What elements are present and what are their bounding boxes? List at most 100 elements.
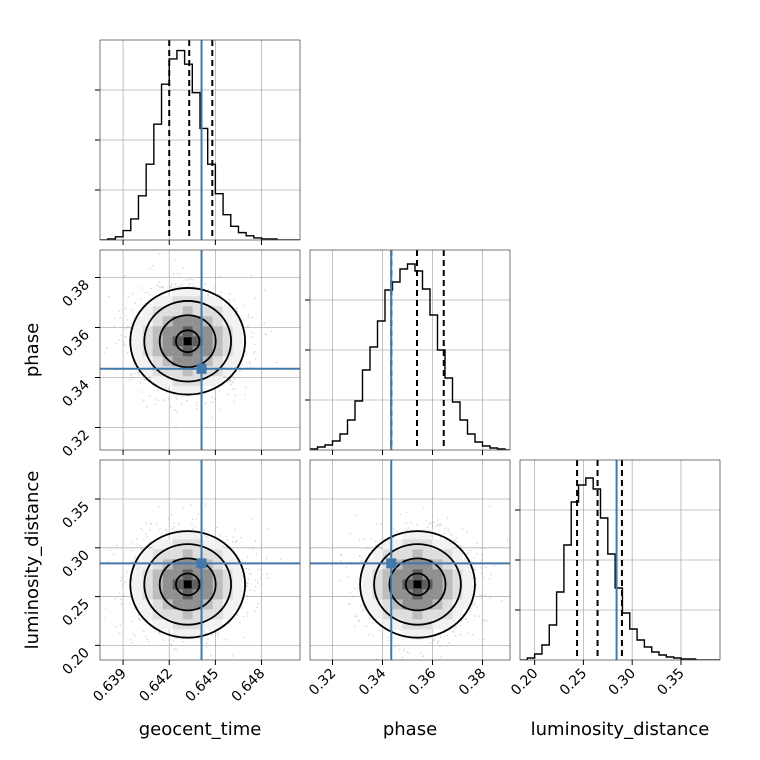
density-cell (212, 326, 223, 337)
density-cell (382, 579, 393, 590)
density-cell (152, 569, 163, 580)
density-cell (212, 619, 223, 630)
density-cell (192, 569, 203, 580)
density-cell (152, 336, 163, 347)
hist-step-phase (310, 263, 510, 450)
density-cell (202, 356, 213, 367)
density-cell (192, 609, 203, 620)
y-tick-label-luminosity_distance: 0.25 (59, 596, 92, 629)
density-cell (422, 579, 433, 590)
density-cell (172, 346, 183, 357)
density-cell (402, 609, 413, 620)
density-cell (222, 356, 233, 367)
joint-panel-phase-luminosity_distance (309, 459, 511, 665)
density-cell (162, 579, 173, 590)
density-cell (202, 306, 213, 317)
density-cell (452, 569, 463, 580)
density-cell (402, 579, 413, 590)
density-cell (432, 609, 443, 620)
density-cell (452, 589, 463, 600)
density-peak (183, 337, 192, 346)
density-cell (212, 346, 223, 357)
density-cell (172, 356, 183, 367)
density-cell (392, 589, 403, 600)
density-cell (412, 549, 423, 560)
density-cell (142, 366, 153, 377)
density-cell (222, 336, 233, 347)
density-cell (202, 619, 213, 630)
density-cell (222, 346, 233, 357)
density-cell (422, 629, 433, 640)
joint-content (310, 460, 510, 660)
density-cell (362, 579, 373, 590)
density-cell (192, 549, 203, 560)
density-cell (172, 579, 183, 590)
density-cell (362, 599, 373, 610)
density-cell (372, 589, 383, 600)
density-cell (162, 326, 173, 337)
density-cell (162, 569, 173, 580)
density-cell (422, 609, 433, 620)
density-cell (142, 549, 153, 560)
density-cell (202, 326, 213, 337)
density-cell (132, 346, 143, 357)
panel-frame (99, 39, 301, 241)
density-cell (222, 579, 233, 590)
density-cell (192, 346, 203, 357)
density-cell (392, 539, 403, 550)
y-tick-label-phase: 0.36 (59, 327, 92, 360)
density-cell (422, 549, 433, 560)
density-cell (362, 589, 373, 600)
density-cell (172, 569, 183, 580)
density-cell (172, 386, 183, 397)
density-cell (202, 579, 213, 590)
density-cell (172, 549, 183, 560)
density-cell (172, 286, 183, 297)
y-tick-label-phase: 0.32 (59, 427, 92, 460)
contour-level (175, 329, 201, 354)
density-cell (202, 366, 213, 377)
density-cell (432, 619, 443, 630)
density-cell (202, 376, 213, 387)
density-cell (442, 579, 453, 590)
panel-frame (519, 459, 721, 661)
contour-level (158, 314, 217, 369)
joint-panel-geocent_time-phase (95, 249, 301, 455)
x-tick-label-luminosity_distance: 0.35 (654, 666, 687, 699)
density-cell (212, 589, 223, 600)
density-cell (142, 326, 153, 337)
density-cell (412, 569, 423, 580)
density-cell (202, 569, 213, 580)
density-cell (212, 316, 223, 327)
panel-frame (99, 459, 301, 661)
density-cell (412, 609, 423, 620)
density-cell (222, 549, 233, 560)
density-cell (452, 609, 463, 620)
density-cell (392, 549, 403, 560)
density-cell (142, 599, 153, 610)
density-cell (422, 569, 433, 580)
density-cell (162, 376, 173, 387)
density-cell (172, 629, 183, 640)
density-cell (132, 326, 143, 337)
density-cell (182, 306, 193, 317)
hist-step-geocent_time (100, 49, 300, 240)
density-cell (392, 579, 403, 590)
density-cell (202, 336, 213, 347)
truth-marker (386, 558, 397, 569)
density-cell (162, 346, 173, 357)
density-cell (442, 599, 453, 610)
density-cell (222, 306, 233, 317)
density-cell (452, 579, 463, 590)
density-cell (172, 589, 183, 600)
density-cell (182, 386, 193, 397)
density-cell (442, 539, 453, 550)
density-cell (222, 316, 233, 327)
x-tick-label-geocent_time: 0.642 (136, 666, 176, 706)
density-cell (172, 326, 183, 337)
density-cell (132, 336, 143, 347)
x-tick-label-phase: 0.34 (356, 665, 389, 698)
density-cell (372, 579, 383, 590)
density-cell (152, 589, 163, 600)
